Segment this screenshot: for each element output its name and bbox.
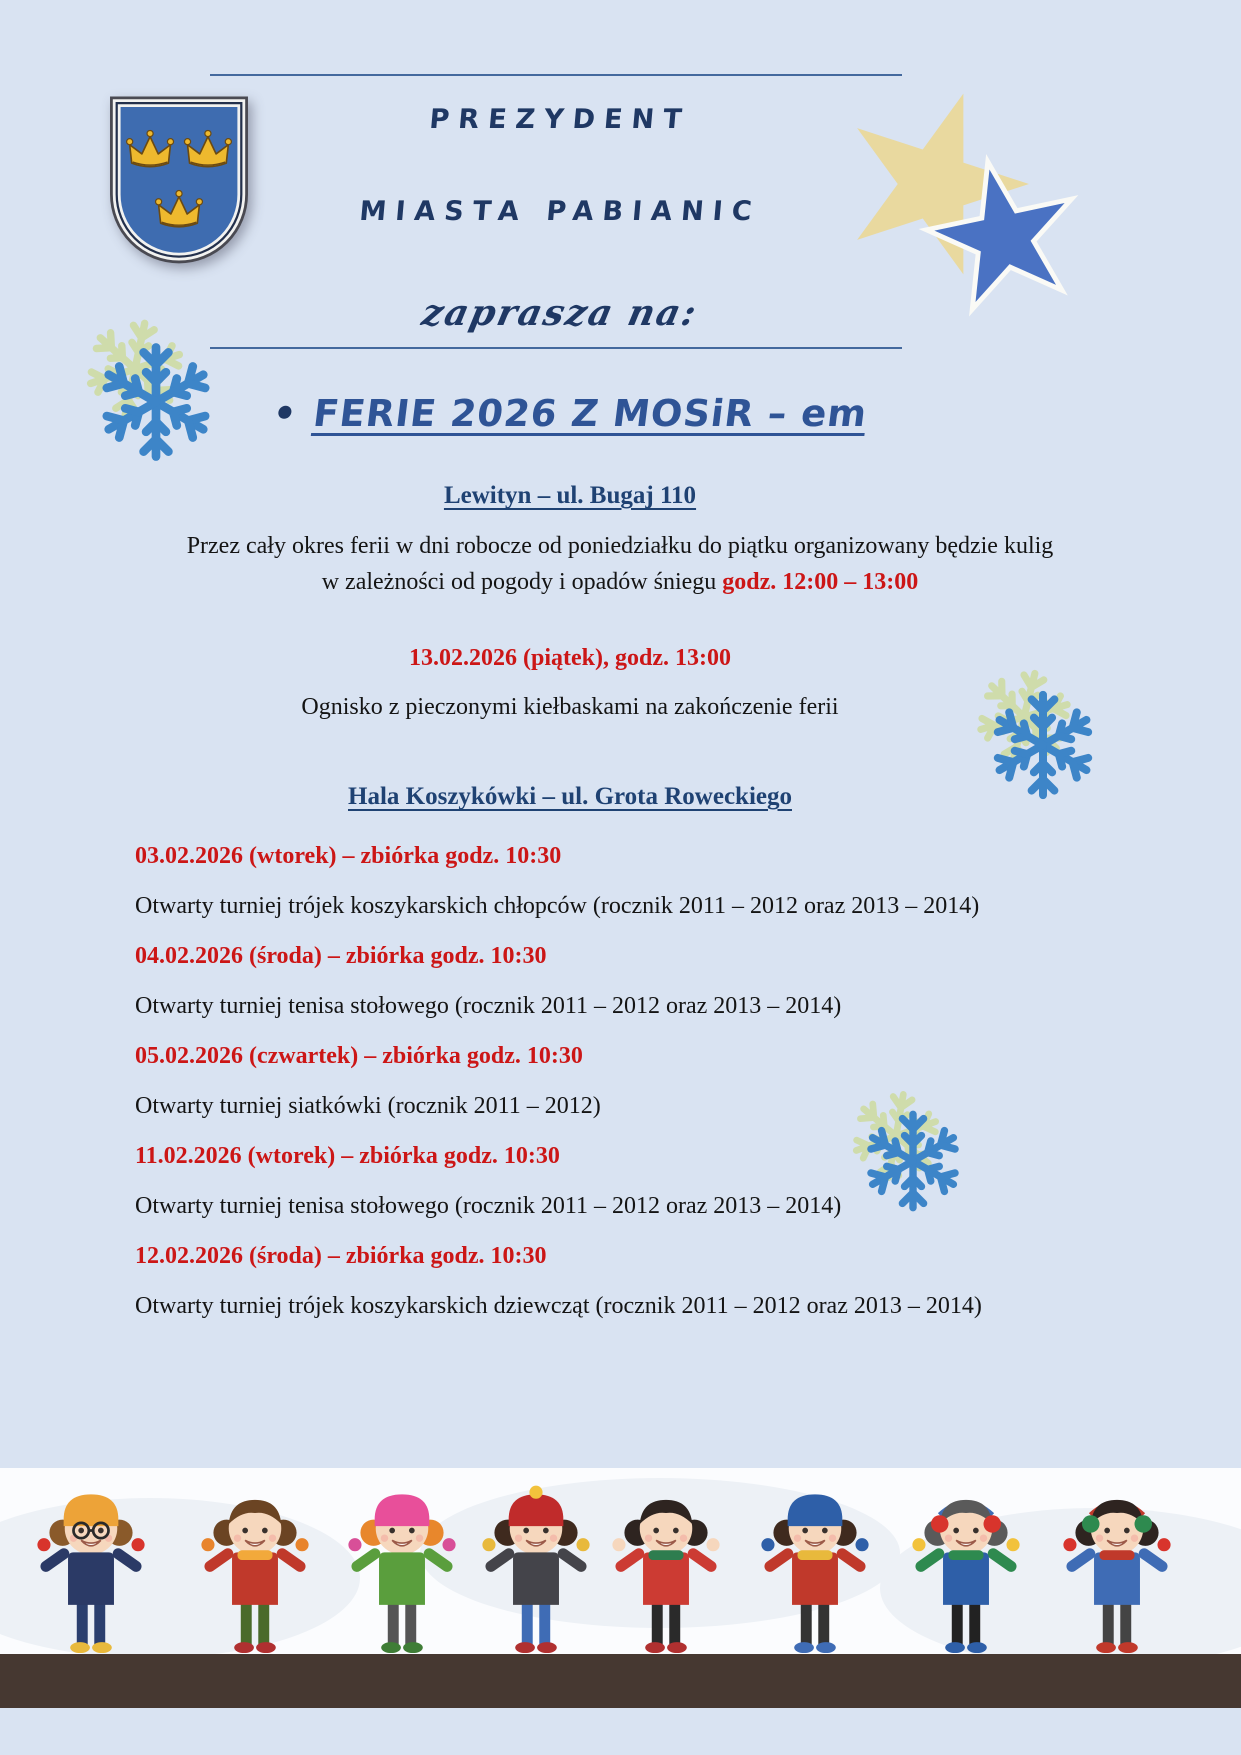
ground-strip xyxy=(0,1654,1241,1708)
bottom-margin xyxy=(0,1708,1241,1755)
invitation-text: zaprasza na: xyxy=(418,292,702,334)
child-figure xyxy=(190,1478,320,1664)
kulig-paragraph: Przez cały okres ferii w dni robocze od … xyxy=(180,528,1060,600)
section-heading-hala: Hala Koszykówki – ul. Grota Roweckiego xyxy=(348,783,792,810)
header-title-line1: PREZYDENT xyxy=(428,104,692,135)
schedule-description: Otwarty turniej tenisa stołowego (roczni… xyxy=(135,993,842,1019)
schedule-date: 04.02.2026 (środa) – zbiórka godz. 10:30 xyxy=(135,943,547,969)
kulig-text: Przez cały okres ferii w dni robocze od … xyxy=(186,533,1054,595)
bullet-icon: • xyxy=(270,392,301,435)
star-icon xyxy=(857,93,1079,317)
schedule-description: Otwarty turniej trójek koszykarskich chł… xyxy=(135,893,980,919)
child-figure xyxy=(750,1478,880,1664)
bonfire-date: 13.02.2026 (piątek), godz. 13:00 xyxy=(409,645,731,671)
child-figure xyxy=(901,1478,1031,1664)
coat-of-arms xyxy=(110,96,248,264)
divider-line-top xyxy=(210,74,902,76)
section-heading-lewityn: Lewityn – ul. Bugaj 110 xyxy=(443,482,697,509)
schedule-date: 03.02.2026 (wtorek) – zbiórka godz. 10:3… xyxy=(135,843,562,869)
event-title: • FERIE 2026 Z MOSiR – em xyxy=(82,392,1057,435)
schedule-date: 11.02.2026 (wtorek) – zbiórka godz. 10:3… xyxy=(135,1143,560,1169)
header-title-line2: MIASTA PABIANIC xyxy=(358,196,762,227)
schedule-description: Otwarty turniej siatkówki (rocznik 2011 … xyxy=(135,1093,601,1119)
child-figure xyxy=(471,1478,601,1664)
schedule-description: Otwarty turniej trójek koszykarskich dzi… xyxy=(135,1293,982,1319)
child-figure xyxy=(337,1478,467,1664)
kulig-hours: godz. 12:00 – 13:00 xyxy=(722,569,919,595)
child-figure xyxy=(601,1478,731,1664)
bonfire-description: Ognisko z pieczonymi kiełbaskami na zako… xyxy=(301,694,839,720)
schedule-date: 12.02.2026 (środa) – zbiórka godz. 10:30 xyxy=(135,1243,547,1269)
event-title-text: FERIE 2026 Z MOSiR – em xyxy=(310,392,870,435)
children-illustration xyxy=(0,1468,1241,1708)
child-figure xyxy=(26,1478,156,1664)
divider-line-middle xyxy=(210,347,902,349)
child-figure xyxy=(1052,1478,1182,1664)
schedule-date: 05.02.2026 (czwartek) – zbiórka godz. 10… xyxy=(135,1043,583,1069)
schedule-description: Otwarty turniej tenisa stołowego (roczni… xyxy=(135,1193,842,1219)
schedule-list: 03.02.2026 (wtorek) – zbiórka godz. 10:3… xyxy=(135,831,1045,1331)
